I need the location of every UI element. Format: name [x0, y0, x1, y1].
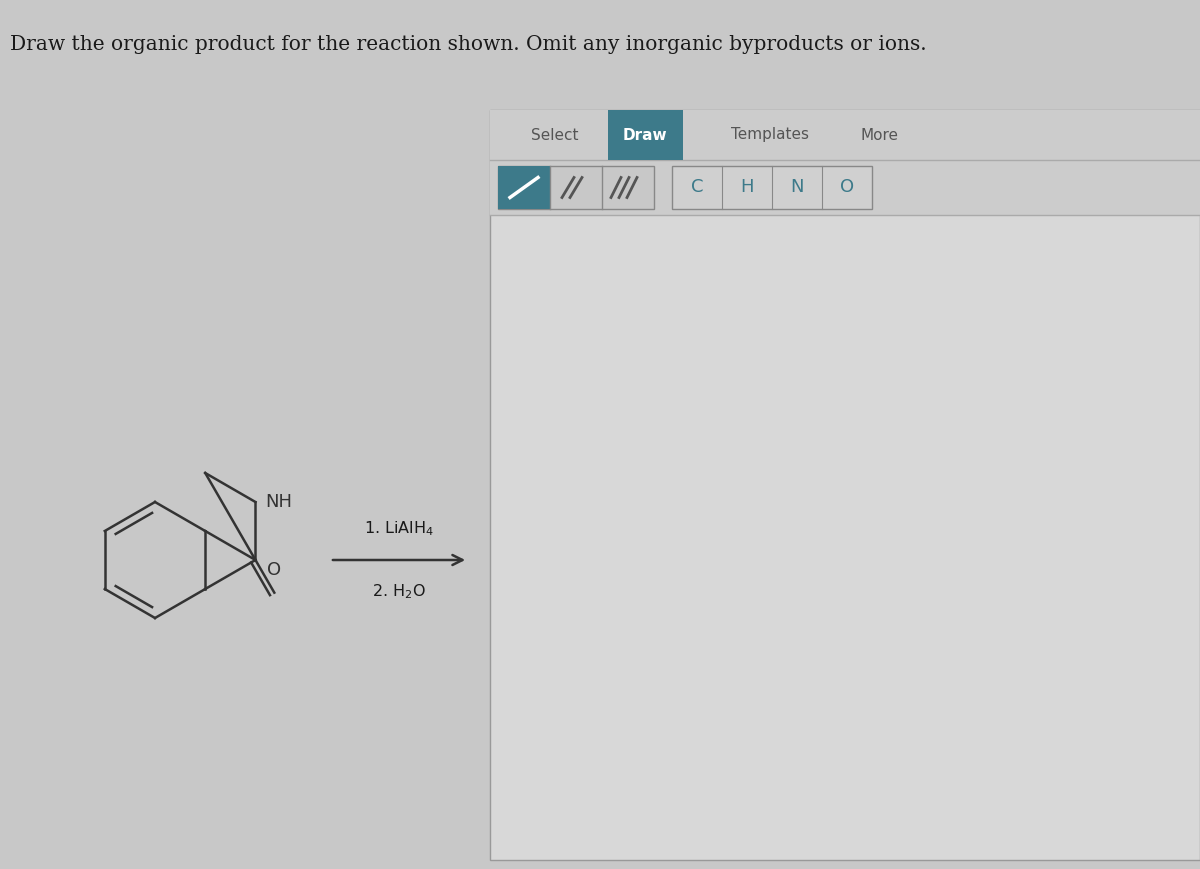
- Text: More: More: [862, 128, 899, 143]
- Text: O: O: [840, 178, 854, 196]
- FancyBboxPatch shape: [490, 160, 1200, 215]
- Text: Templates: Templates: [731, 128, 809, 143]
- Text: Draw the organic product for the reaction shown. Omit any inorganic byproducts o: Draw the organic product for the reactio…: [10, 35, 926, 54]
- Text: Select: Select: [532, 128, 578, 143]
- FancyBboxPatch shape: [672, 166, 872, 209]
- Text: N: N: [791, 178, 804, 196]
- Text: NH: NH: [265, 493, 293, 511]
- Text: Draw: Draw: [623, 128, 667, 143]
- FancyBboxPatch shape: [490, 110, 1200, 860]
- Text: O: O: [268, 561, 281, 579]
- FancyBboxPatch shape: [498, 166, 654, 209]
- Text: 1. LiAlH$_4$: 1. LiAlH$_4$: [364, 520, 434, 538]
- Text: C: C: [691, 178, 703, 196]
- Text: H: H: [740, 178, 754, 196]
- FancyBboxPatch shape: [498, 166, 550, 209]
- FancyBboxPatch shape: [490, 110, 1200, 160]
- FancyBboxPatch shape: [607, 110, 683, 160]
- Text: 2. H$_2$O: 2. H$_2$O: [372, 582, 426, 600]
